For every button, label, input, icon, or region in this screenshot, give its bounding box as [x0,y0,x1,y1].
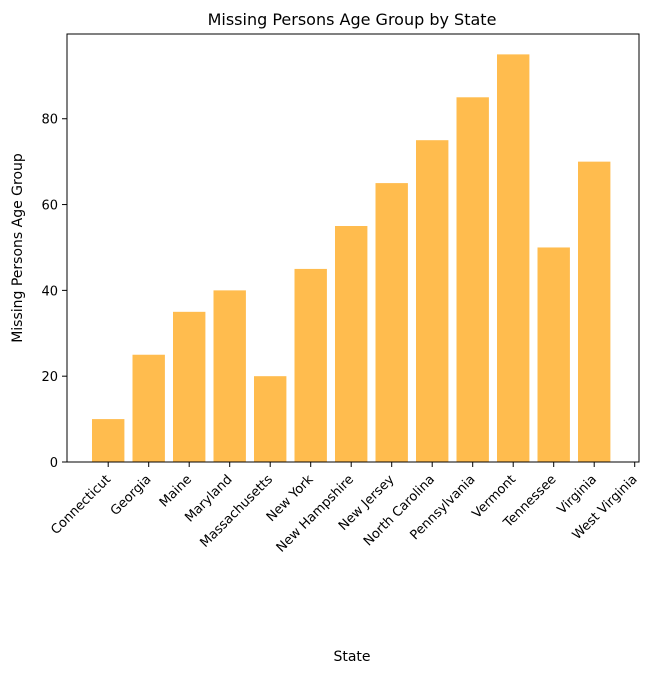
bar-pennsylvania [456,97,489,463]
bar-new-hampshire [335,226,368,462]
chart-title: Missing Persons Age Group by State [208,10,497,29]
x-tick-label: North Carolina [361,472,438,549]
x-axis-label: State [333,649,370,665]
y-tick-label: 0 [50,456,58,471]
bar-massachusetts [254,376,287,462]
x-tick-label: Massachusetts [197,472,276,551]
y-tick-label: 40 [41,284,58,299]
bars [92,54,611,463]
bar-north-carolina [416,140,449,462]
bar-new-jersey [375,183,408,462]
bar-tennessee [537,247,570,462]
y-axis: 0 20 40 60 80 [41,113,67,471]
plot-frame [66,33,640,463]
x-tick-label: Maine [157,472,195,510]
bar-vermont [497,54,530,462]
bar-new-york [294,268,327,462]
y-tick-label: 20 [41,370,58,385]
bar-georgia [132,354,165,462]
bar-connecticut [92,419,125,462]
bar-maryland [213,290,246,462]
x-tick-label: Georgia [108,472,155,519]
bar-maine [173,311,206,462]
bar-virginia [578,161,611,463]
y-axis-label: Missing Persons Age Group [10,153,26,343]
x-tick-label: Connecticut [48,472,114,538]
y-tick-label: 60 [41,199,58,214]
y-tick-label: 80 [41,113,58,128]
